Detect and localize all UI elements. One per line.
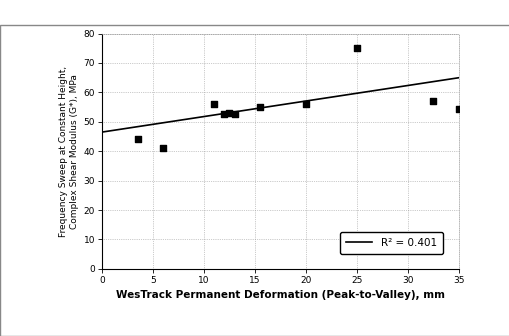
X-axis label: WesTrack Permanent Deformation (Peak-to-Valley), mm: WesTrack Permanent Deformation (Peak-to-… bbox=[116, 290, 444, 300]
Point bbox=[352, 46, 360, 51]
Point bbox=[220, 112, 228, 117]
Point bbox=[210, 101, 218, 107]
Point bbox=[225, 110, 233, 116]
Point bbox=[301, 101, 309, 107]
Point bbox=[159, 145, 167, 151]
Text: Figure 11.: Figure 11. bbox=[6, 8, 62, 17]
Legend: R² = 0.401: R² = 0.401 bbox=[340, 232, 442, 254]
Point bbox=[230, 112, 238, 117]
Point bbox=[454, 106, 462, 111]
Point bbox=[429, 98, 437, 104]
Text: Frequency sweep at constant height test results vs. WesTrack performance.: Frequency sweep at constant height test … bbox=[59, 8, 431, 17]
Point bbox=[133, 137, 142, 142]
Y-axis label: Frequency Sweep at Constant Height,
Complex Shear Modulus (G*), MPa: Frequency Sweep at Constant Height, Comp… bbox=[59, 66, 79, 237]
Point bbox=[256, 104, 264, 110]
